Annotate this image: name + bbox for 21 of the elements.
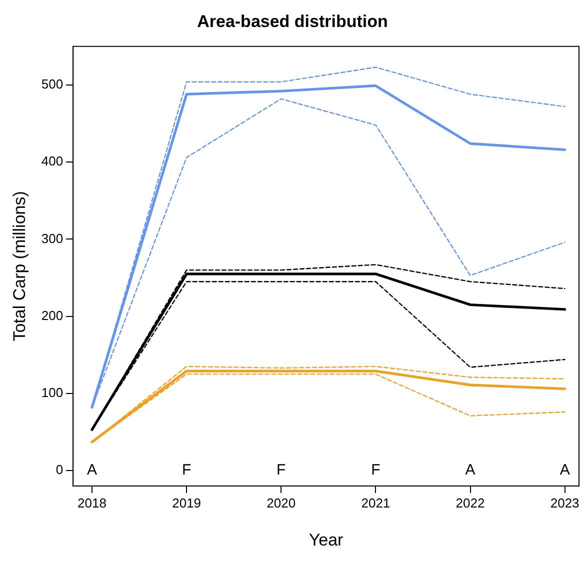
annotation: F (182, 462, 192, 479)
annotation: A (465, 462, 476, 479)
y-tick-label: 200 (41, 308, 64, 323)
annotation: F (276, 462, 286, 479)
y-tick-label: 0 (56, 462, 64, 478)
y-tick-label: 300 (41, 230, 64, 246)
chart-title: Area-based distribution (197, 12, 388, 31)
y-tick-label: 400 (41, 154, 64, 169)
y-tick-label: 100 (41, 385, 64, 400)
annotation: A (560, 462, 570, 479)
x-tick-label: 2018 (78, 495, 106, 510)
annotation: A (86, 462, 98, 479)
x-tick-label: 2020 (266, 495, 296, 510)
x-axis-title: Year (308, 530, 344, 550)
y-tick-label: 500 (41, 76, 64, 92)
x-tick-label: 2022 (456, 495, 485, 510)
x-tick-label: 2023 (550, 495, 580, 510)
annotation: F (371, 462, 380, 479)
y-axis-title: Total Carp (millions) (10, 191, 29, 342)
x-tick-label: 2021 (361, 495, 390, 510)
x-tick-label: 2019 (172, 495, 202, 510)
